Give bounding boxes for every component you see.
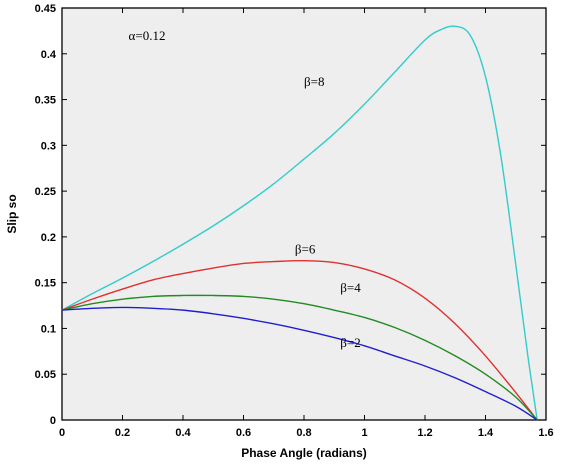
series-line-beta-4 bbox=[61, 294, 538, 421]
annotation-label: β=6 bbox=[295, 241, 316, 256]
annotation-label: α=0.12 bbox=[129, 28, 166, 43]
y-tick-label: 0 bbox=[50, 415, 56, 427]
annotation-label: β=4 bbox=[340, 280, 361, 295]
y-tick-label: 0.05 bbox=[35, 369, 56, 381]
x-tick-label: 0.4 bbox=[175, 427, 191, 439]
x-tick-label: 1.4 bbox=[478, 427, 494, 439]
series-line-beta-6 bbox=[61, 259, 538, 421]
x-tick-label: 0.2 bbox=[115, 427, 130, 439]
plot-area bbox=[61, 7, 547, 421]
annotation-label: β=8 bbox=[304, 74, 324, 89]
x-tick-label: 0.6 bbox=[236, 427, 251, 439]
series-line-beta-2 bbox=[61, 306, 538, 421]
y-tick-label: 0.2 bbox=[41, 232, 56, 244]
tick-group: 0 0.2 0.4 0.6 0.8 1 1.2 1.4 1.6 0 0.05 0.1 0.15 0.2 0.… bbox=[35, 3, 554, 439]
annotation-label: β=2 bbox=[340, 335, 360, 350]
y-axis-label: Slip so bbox=[5, 194, 19, 233]
x-tick-label: 0.8 bbox=[296, 427, 311, 439]
y-tick-label: 0.35 bbox=[35, 95, 56, 107]
y-tick-label: 0.1 bbox=[41, 323, 56, 335]
x-tick-label: 1 bbox=[361, 427, 367, 439]
x-tick-label: 0 bbox=[59, 427, 65, 439]
y-tick-label: 0.15 bbox=[35, 278, 56, 290]
series-line-beta-8 bbox=[61, 25, 538, 421]
x-tick-label: 1.6 bbox=[538, 427, 553, 439]
x-tick-label: 1.2 bbox=[417, 427, 432, 439]
y-tick-label: 0.3 bbox=[41, 140, 56, 152]
y-tick-label: 0.45 bbox=[35, 3, 56, 15]
annotation-group: α=0.12 β=8 β=6 β=4 β=2 bbox=[129, 28, 362, 350]
x-axis-label: Phase Angle (radians) bbox=[241, 446, 367, 460]
y-tick-label: 0.25 bbox=[35, 186, 56, 198]
series-group bbox=[61, 25, 538, 421]
y-tick-label: 0.4 bbox=[41, 49, 57, 61]
